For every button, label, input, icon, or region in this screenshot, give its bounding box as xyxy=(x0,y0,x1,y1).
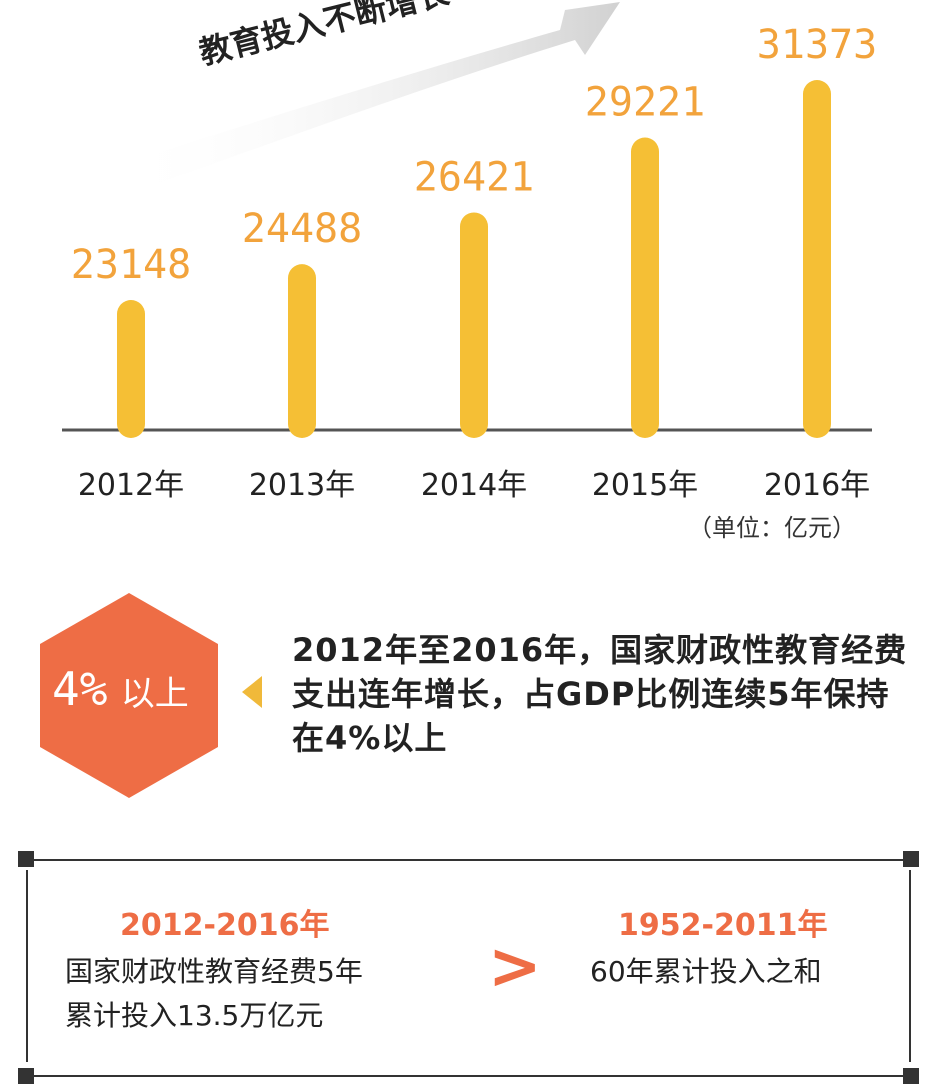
bar-2 xyxy=(460,212,488,438)
right-period: 1952-2011年 xyxy=(618,908,828,943)
right-description: 60年累计投入之和 xyxy=(590,955,822,988)
greater-than-icon: > xyxy=(488,930,542,1004)
left-description-line1: 国家财政性教育经费5年 xyxy=(65,955,363,988)
highlight-value: 4% xyxy=(52,662,108,716)
bar-value-label: 29221 xyxy=(585,80,705,126)
bar-value-label: 23148 xyxy=(71,242,191,288)
unit-note: （单位：亿元） xyxy=(688,514,856,542)
growth-arrow-decoration xyxy=(120,2,620,190)
bar-value-label: 31373 xyxy=(757,22,877,68)
bar-4 xyxy=(803,80,831,438)
left-period: 2012-2016年 xyxy=(120,908,330,943)
x-tick-label: 2013年 xyxy=(249,468,355,503)
bar-value-label: 26421 xyxy=(414,154,534,200)
highlight-statement: 2012年至2016年，国家财政性教育经费支出连年增长，占GDP比例连续5年保持… xyxy=(292,631,908,757)
x-tick-label: 2012年 xyxy=(78,468,184,503)
highlight-suffix: 以上 xyxy=(120,674,189,714)
bar-1 xyxy=(288,264,316,438)
x-tick-label: 2015年 xyxy=(592,468,698,503)
left-description: 国家财政性教育经费5年 累计投入13.5万亿元 xyxy=(65,950,445,1038)
bar-3 xyxy=(631,137,659,438)
pointer-arrow-icon xyxy=(242,676,262,708)
hexagon-label: 4% 以上 xyxy=(52,662,189,716)
left-description-line2: 累计投入13.5万亿元 xyxy=(65,999,324,1032)
comparison-frame xyxy=(18,851,919,1084)
hexagon-badge xyxy=(40,593,218,798)
bar-chart: 23148 2012年 24488 2013年 26421 2014年 29221 2015年… xyxy=(62,2,877,503)
x-tick-label: 2014年 xyxy=(421,468,527,503)
bar-0 xyxy=(117,300,145,438)
x-tick-label: 2016年 xyxy=(764,468,870,503)
bar-value-label: 24488 xyxy=(242,206,362,252)
